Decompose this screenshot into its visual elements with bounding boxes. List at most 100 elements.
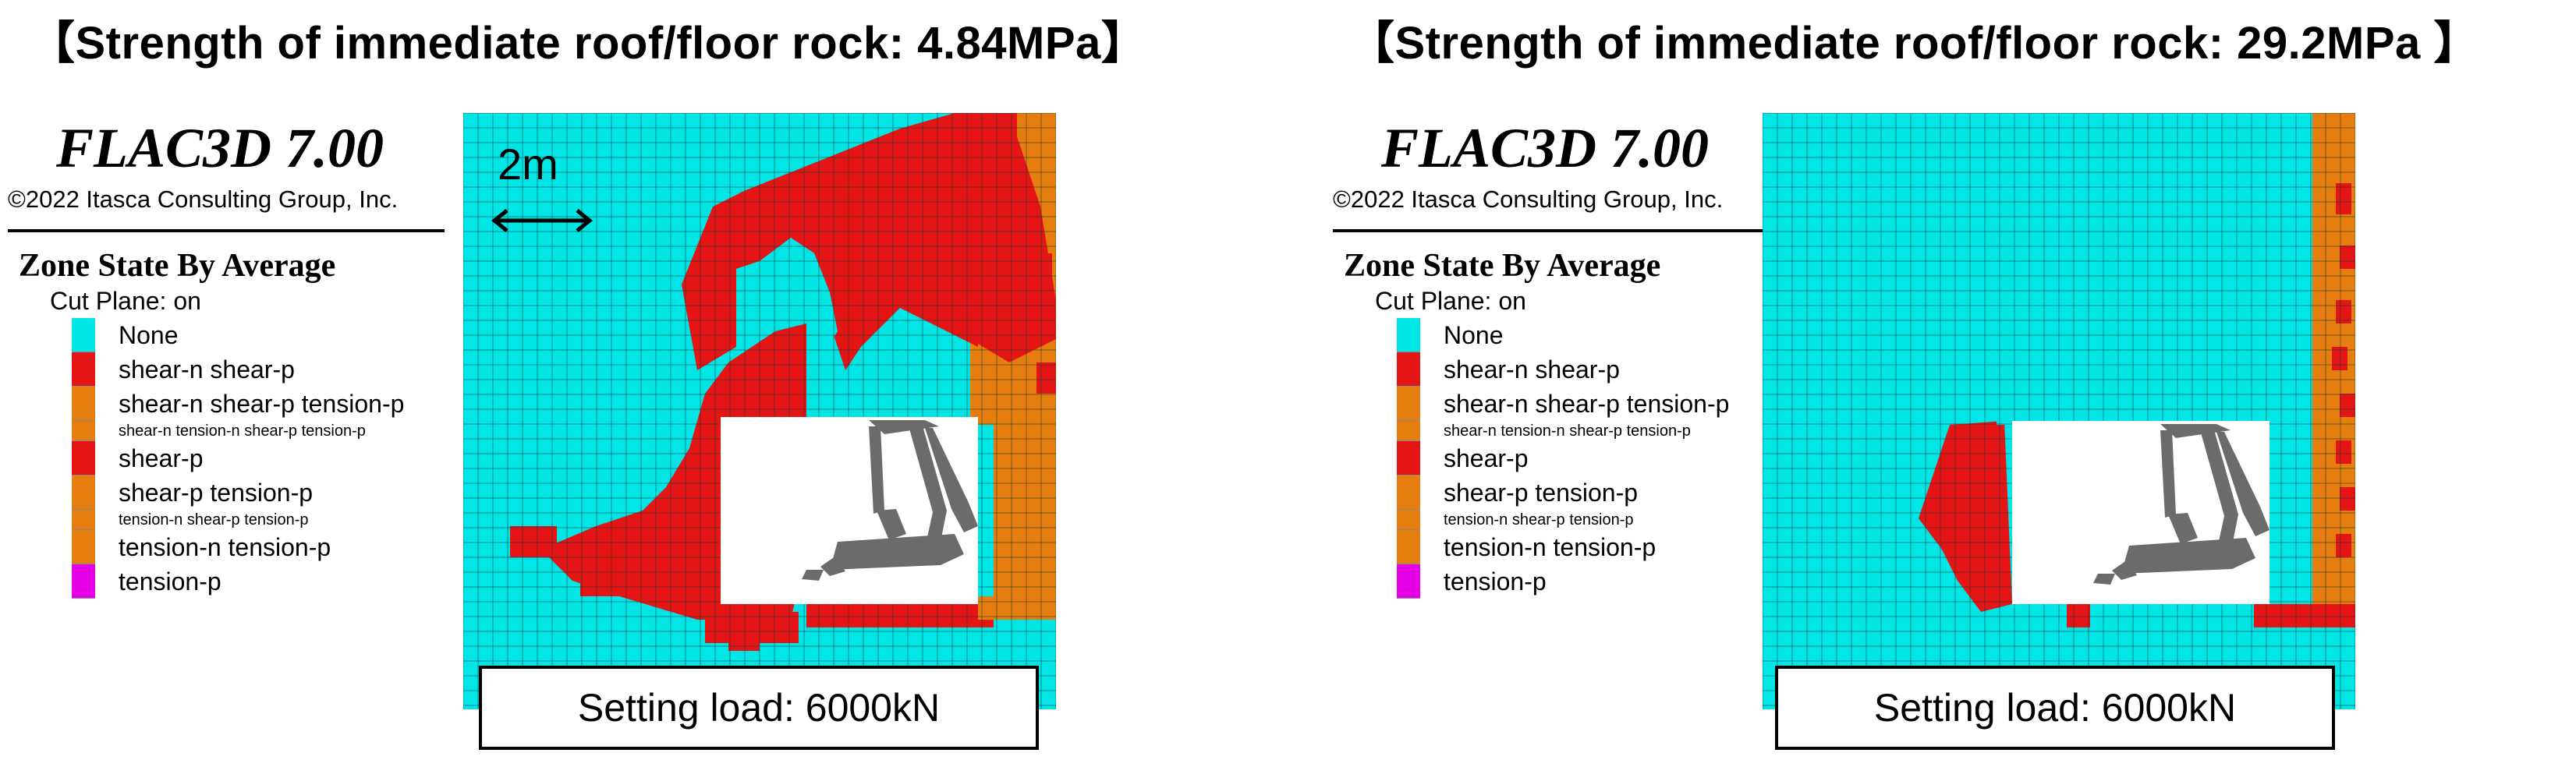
color-swatch <box>1397 475 1420 510</box>
yielded-zone-shear <box>1036 253 1052 285</box>
right-panel: 【Strength of immediate roof/floor rock: … <box>1288 0 2576 767</box>
color-swatch <box>72 530 95 564</box>
legend-item-label: tension-n shear-p tension-p <box>119 511 309 528</box>
intact-pocket <box>736 238 838 362</box>
color-swatch <box>72 318 95 352</box>
legend-item-label: tension-n tension-p <box>1444 532 1657 561</box>
legend-title: Zone State By Average <box>19 248 336 284</box>
cut-plane-status: Cut Plane: on <box>1375 287 1526 315</box>
legend-item: shear-n tension-n shear-p tension-p <box>1397 421 1777 441</box>
zone-grid <box>463 113 1056 709</box>
color-swatch <box>72 441 95 475</box>
legend-title: Zone State By Average <box>1344 248 1661 284</box>
yielded-zone-shear <box>2340 394 2355 417</box>
legend-item: tension-p <box>72 564 452 599</box>
yielded-zone-shear <box>2336 440 2351 464</box>
yielded-zone-shear <box>806 604 994 627</box>
legend-item: shear-n tension-n shear-p tension-p <box>72 421 452 441</box>
color-swatch <box>72 510 95 530</box>
setting-load-label: Setting load: 6000kN <box>1775 666 2335 750</box>
legend-item-label: shear-n shear-p tension-p <box>119 389 405 418</box>
legend-item-label: tension-n shear-p tension-p <box>1444 511 1634 528</box>
app-name: FLAC3D 7.00 <box>1381 117 1710 179</box>
legend-item-label: shear-p <box>119 444 204 472</box>
legend-item-label: shear-p <box>1444 444 1529 472</box>
panel-title: 【Strength of immediate roof/floor rock: … <box>1349 18 2479 69</box>
legend-item: shear-p tension-p <box>72 475 452 510</box>
legend-item-label: shear-p tension-p <box>119 478 314 507</box>
yielded-zone-shear <box>2336 183 2351 214</box>
app-name: FLAC3D 7.00 <box>56 117 384 179</box>
support-structure <box>802 420 978 581</box>
cut-plane-status: Cut Plane: on <box>50 287 201 315</box>
color-swatch <box>1397 352 1420 387</box>
tension-zone <box>978 596 1056 620</box>
divider <box>8 229 445 232</box>
legend-item: shear-p <box>1397 441 1777 475</box>
color-swatch <box>1397 564 1420 599</box>
yielded-zone-shear <box>728 620 760 651</box>
zone-grid <box>1763 113 2355 709</box>
color-swatch <box>1397 421 1420 441</box>
yielded-zone-shear <box>2067 604 2090 627</box>
legend: FLAC3D 7.00 ©2022 Itasca Consulting Grou… <box>8 117 452 599</box>
yielded-zone-shear <box>580 550 627 596</box>
legend: FLAC3D 7.00 ©2022 Itasca Consulting Grou… <box>1333 117 1777 599</box>
legend-item-label: shear-n shear-p tension-p <box>1444 389 1730 418</box>
yielded-zone-shear <box>510 526 557 557</box>
state-list: None shear-n shear-p shear-n shear-p ten… <box>72 318 452 599</box>
color-swatch <box>1397 441 1420 475</box>
legend-item-label: tension-p <box>119 567 221 596</box>
yielded-zone-shear <box>1036 362 1056 394</box>
yielded-zone-shear <box>2254 604 2355 627</box>
legend-item: None <box>72 318 452 352</box>
legend-item: tension-n shear-p tension-p <box>72 510 452 530</box>
legend-item: tension-n shear-p tension-p <box>1397 510 1777 530</box>
legend-item-label: None <box>1444 320 1504 349</box>
legend-item: shear-n shear-p tension-p <box>72 387 452 421</box>
legend-item-label: shear-n tension-n shear-p tension-p <box>119 422 366 440</box>
tension-zone <box>994 409 1056 596</box>
zone-state-plot <box>1763 113 2355 709</box>
panel-title: 【Strength of immediate roof/floor rock: … <box>30 18 1147 69</box>
color-swatch <box>72 475 95 510</box>
legend-item-label: shear-n tension-n shear-p tension-p <box>1444 422 1691 440</box>
state-list: None shear-n shear-p shear-n shear-p ten… <box>1397 318 1777 599</box>
color-swatch <box>1397 510 1420 530</box>
yielded-zone-shear <box>2340 246 2355 269</box>
legend-item-label: shear-n shear-p <box>1444 355 1620 384</box>
color-swatch <box>72 421 95 441</box>
yielded-zone-shear <box>2340 487 2355 511</box>
legend-item: None <box>1397 318 1777 352</box>
copyright: ©2022 Itasca Consulting Group, Inc. <box>8 186 399 213</box>
color-swatch <box>1397 530 1420 564</box>
legend-item-label: None <box>119 320 179 349</box>
grid-lines <box>1763 113 2355 709</box>
grid-lines <box>463 113 1056 709</box>
setting-load-label: Setting load: 6000kN <box>479 666 1039 750</box>
rock-mass-none <box>1997 347 2012 425</box>
left-panel: 【Strength of immediate roof/floor rock: … <box>8 18 1147 750</box>
scale-arrow-icon <box>491 209 593 232</box>
color-swatch <box>1397 318 1420 352</box>
legend-item: tension-n tension-p <box>72 530 452 564</box>
color-swatch <box>1397 387 1420 421</box>
legend-item: tension-p <box>1397 564 1777 599</box>
yielded-zone-shear <box>2336 534 2351 557</box>
yielded-zone-shear <box>1001 113 1017 331</box>
divider <box>1333 229 1770 232</box>
zone-state-plot <box>463 113 1056 709</box>
copyright: ©2022 Itasca Consulting Group, Inc. <box>1333 186 1724 213</box>
color-swatch <box>72 387 95 421</box>
legend-item: tension-n tension-p <box>1397 530 1777 564</box>
color-swatch <box>72 352 95 387</box>
legend-item: shear-n shear-p <box>1397 352 1777 387</box>
legend-item-label: tension-p <box>1444 567 1547 596</box>
legend-item-label: shear-p tension-p <box>1444 478 1639 507</box>
legend-item: shear-p tension-p <box>1397 475 1777 510</box>
legend-item: shear-n shear-p <box>72 352 452 387</box>
legend-item: shear-n shear-p tension-p <box>1397 387 1777 421</box>
color-swatch <box>72 564 95 599</box>
legend-item: shear-p <box>72 441 452 475</box>
legend-item-label: tension-n tension-p <box>119 532 331 561</box>
